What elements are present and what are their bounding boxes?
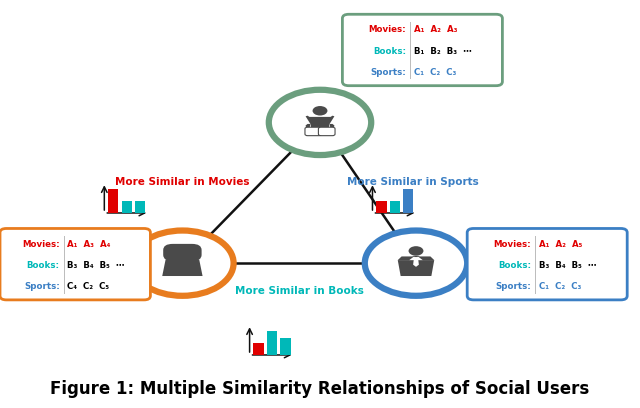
Polygon shape — [166, 257, 199, 259]
Polygon shape — [413, 257, 419, 267]
Polygon shape — [416, 257, 422, 260]
Text: C₁  C₂  C₃: C₁ C₂ C₃ — [413, 68, 456, 77]
Text: B₃  B₄  B₅  ⋯: B₃ B₄ B₅ ⋯ — [538, 261, 596, 270]
Text: Sports:: Sports: — [24, 282, 60, 291]
Circle shape — [408, 246, 424, 256]
Text: B₁  B₂  B₃  ⋯: B₁ B₂ B₃ ⋯ — [413, 47, 472, 55]
Text: Books:: Books: — [373, 47, 406, 55]
Text: More Similar in Sports: More Similar in Sports — [347, 177, 479, 186]
Text: Movies:: Movies: — [369, 25, 406, 34]
Text: C₄  C₂  C₅: C₄ C₂ C₅ — [67, 282, 109, 291]
FancyBboxPatch shape — [342, 14, 502, 86]
Bar — [403, 189, 413, 213]
Bar — [267, 331, 277, 355]
Polygon shape — [330, 124, 334, 130]
FancyBboxPatch shape — [319, 127, 335, 135]
Bar — [390, 201, 400, 213]
Polygon shape — [306, 124, 310, 130]
Text: C₁  C₂  C₃: C₁ C₂ C₃ — [538, 282, 581, 291]
Bar — [253, 343, 264, 355]
Polygon shape — [162, 259, 202, 276]
Circle shape — [365, 231, 467, 296]
Bar — [108, 189, 118, 213]
Text: A₁  A₂  A₅: A₁ A₂ A₅ — [538, 239, 582, 248]
FancyBboxPatch shape — [163, 244, 202, 261]
Text: Movies:: Movies: — [493, 239, 531, 248]
Circle shape — [175, 246, 190, 256]
FancyBboxPatch shape — [467, 228, 627, 300]
Text: Books:: Books: — [27, 261, 60, 270]
Polygon shape — [398, 257, 435, 260]
Text: Books:: Books: — [498, 261, 531, 270]
Text: B₃  B₄  B₅  ⋯: B₃ B₄ B₅ ⋯ — [67, 261, 125, 270]
Polygon shape — [179, 256, 186, 259]
Text: Movies:: Movies: — [22, 239, 60, 248]
Bar — [280, 338, 291, 355]
Polygon shape — [306, 116, 334, 129]
Text: A₁  A₃  A₄: A₁ A₃ A₄ — [67, 239, 111, 248]
Circle shape — [269, 90, 371, 155]
Circle shape — [131, 231, 234, 296]
Circle shape — [312, 106, 328, 115]
Polygon shape — [398, 260, 435, 276]
Text: Sports:: Sports: — [371, 68, 406, 77]
FancyBboxPatch shape — [0, 228, 150, 300]
Bar — [122, 201, 132, 213]
Polygon shape — [413, 256, 419, 259]
Text: A₁  A₂  A₃: A₁ A₂ A₃ — [413, 25, 457, 34]
Polygon shape — [410, 257, 416, 260]
Bar — [135, 201, 145, 213]
FancyBboxPatch shape — [305, 127, 321, 135]
Text: More Similar in Movies: More Similar in Movies — [115, 177, 250, 186]
Bar — [376, 201, 387, 213]
Text: More Similar in Books: More Similar in Books — [235, 286, 364, 296]
Text: Sports:: Sports: — [495, 282, 531, 291]
Text: Figure 1: Multiple Similarity Relationships of Social Users: Figure 1: Multiple Similarity Relationsh… — [51, 380, 589, 398]
